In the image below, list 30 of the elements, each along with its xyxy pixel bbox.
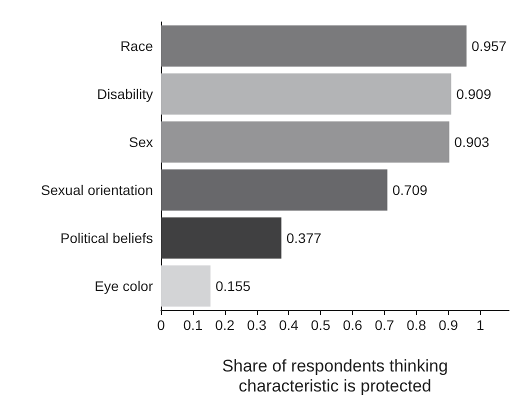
data-label: 0.909 xyxy=(456,86,492,102)
y-tick-label: Disability xyxy=(96,86,153,102)
x-axis-title: Share of respondents thinking characteristic is protected xyxy=(222,356,448,396)
x-tick-label: 0.5 xyxy=(310,317,331,333)
y-tick-label: Political beliefs xyxy=(60,230,153,246)
y-tick-label: Sexual orientation xyxy=(40,182,153,198)
bar xyxy=(161,217,282,259)
x-tick-label: 0.9 xyxy=(438,317,458,333)
bar xyxy=(161,121,450,163)
y-tick-label: Race xyxy=(120,38,154,54)
y-tick-label: Sex xyxy=(128,134,153,150)
x-tick-label: 0.2 xyxy=(215,317,235,333)
data-label: 0.377 xyxy=(286,230,322,246)
x-tick-label: 0.4 xyxy=(278,317,299,333)
data-label: 0.903 xyxy=(454,134,490,150)
x-tick-label: 0.1 xyxy=(183,317,203,333)
x-tick-label: 0.3 xyxy=(247,317,267,333)
data-label: 0.155 xyxy=(215,278,251,294)
x-tick-label: 0.8 xyxy=(406,317,426,333)
bar xyxy=(161,25,467,67)
x-tick-label: 0 xyxy=(157,317,166,333)
y-tick-label: Eye color xyxy=(94,278,154,294)
data-label: 0.709 xyxy=(392,182,428,198)
x-tick-label: 0.6 xyxy=(342,317,362,333)
x-tick-label: 0.7 xyxy=(374,317,394,333)
bar xyxy=(161,169,388,211)
x-tick-label: 1 xyxy=(476,317,484,333)
bar xyxy=(161,73,452,115)
bar xyxy=(161,265,210,307)
data-label: 0.957 xyxy=(472,38,507,54)
